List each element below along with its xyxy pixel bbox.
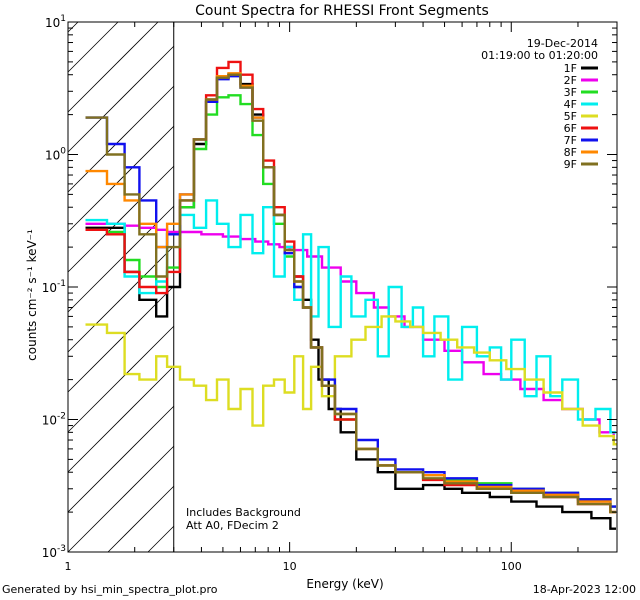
- y-axis-label: counts cm⁻² s⁻¹ keV⁻¹: [25, 229, 39, 361]
- x-axis-label: Energy (keV): [306, 577, 383, 591]
- hatch-line: [67, 445, 175, 553]
- date-annotation: 19-Dec-2014: [527, 37, 598, 50]
- series-3F: [85, 94, 616, 508]
- y-tick-label: 100: [45, 147, 66, 163]
- attenuator-note: Att A0, FDecim 2: [186, 519, 279, 532]
- legend-label-7F: 7F: [564, 134, 577, 147]
- legend-label-5F: 5F: [564, 110, 577, 123]
- hatch-line: [67, 245, 175, 353]
- legend-label-4F: 4F: [564, 98, 577, 111]
- series-5F: [85, 315, 617, 446]
- generated-by-footer: Generated by hsi_min_spectra_plot.pro: [2, 583, 218, 596]
- hatch-line: [67, 365, 175, 473]
- hatch-line: [67, 325, 175, 433]
- legend-label-8F: 8F: [564, 146, 577, 159]
- hatch-line: [67, 21, 79, 33]
- series-9F: [85, 73, 616, 514]
- hatch-line: [67, 205, 175, 313]
- hatch-line: [147, 525, 175, 553]
- y-tick-label: 10-3: [42, 544, 66, 560]
- time-range-annotation: 01:19:00 to 01:20:00: [481, 49, 598, 62]
- hatch-line: [67, 45, 175, 153]
- series-6F: [85, 60, 616, 514]
- hatch-line: [67, 21, 159, 113]
- hatch-line: [67, 405, 175, 513]
- legend-label-6F: 6F: [564, 122, 577, 135]
- series-4F: [85, 199, 616, 434]
- series-7F: [85, 75, 616, 508]
- hatch-line: [67, 21, 119, 73]
- y-tick-label: 10-1: [42, 279, 66, 295]
- hatch-line: [67, 85, 175, 193]
- x-tick-label: 10: [283, 560, 297, 573]
- legend-label-2F: 2F: [564, 74, 577, 87]
- background-hatched-region: [67, 21, 175, 553]
- hatch-line: [107, 485, 175, 553]
- x-tick-label: 100: [501, 560, 522, 573]
- footer-date: 18-Apr-2023 12:00: [532, 583, 636, 596]
- y-tick-label: 101: [45, 14, 66, 30]
- hatch-line: [67, 285, 175, 393]
- series-2F: [85, 222, 617, 446]
- chart-title: Count Spectra for RHESSI Front Segments: [195, 3, 489, 19]
- background-note: Includes Background: [186, 506, 301, 519]
- y-tick-label: 10-2: [42, 412, 66, 428]
- legend-label-9F: 9F: [564, 158, 577, 171]
- x-tick-label: 1: [65, 560, 72, 573]
- legend-label-3F: 3F: [564, 86, 577, 99]
- hatch-line: [67, 125, 175, 233]
- legend-label-1F: 1F: [564, 62, 577, 75]
- hatch-line: [67, 165, 175, 273]
